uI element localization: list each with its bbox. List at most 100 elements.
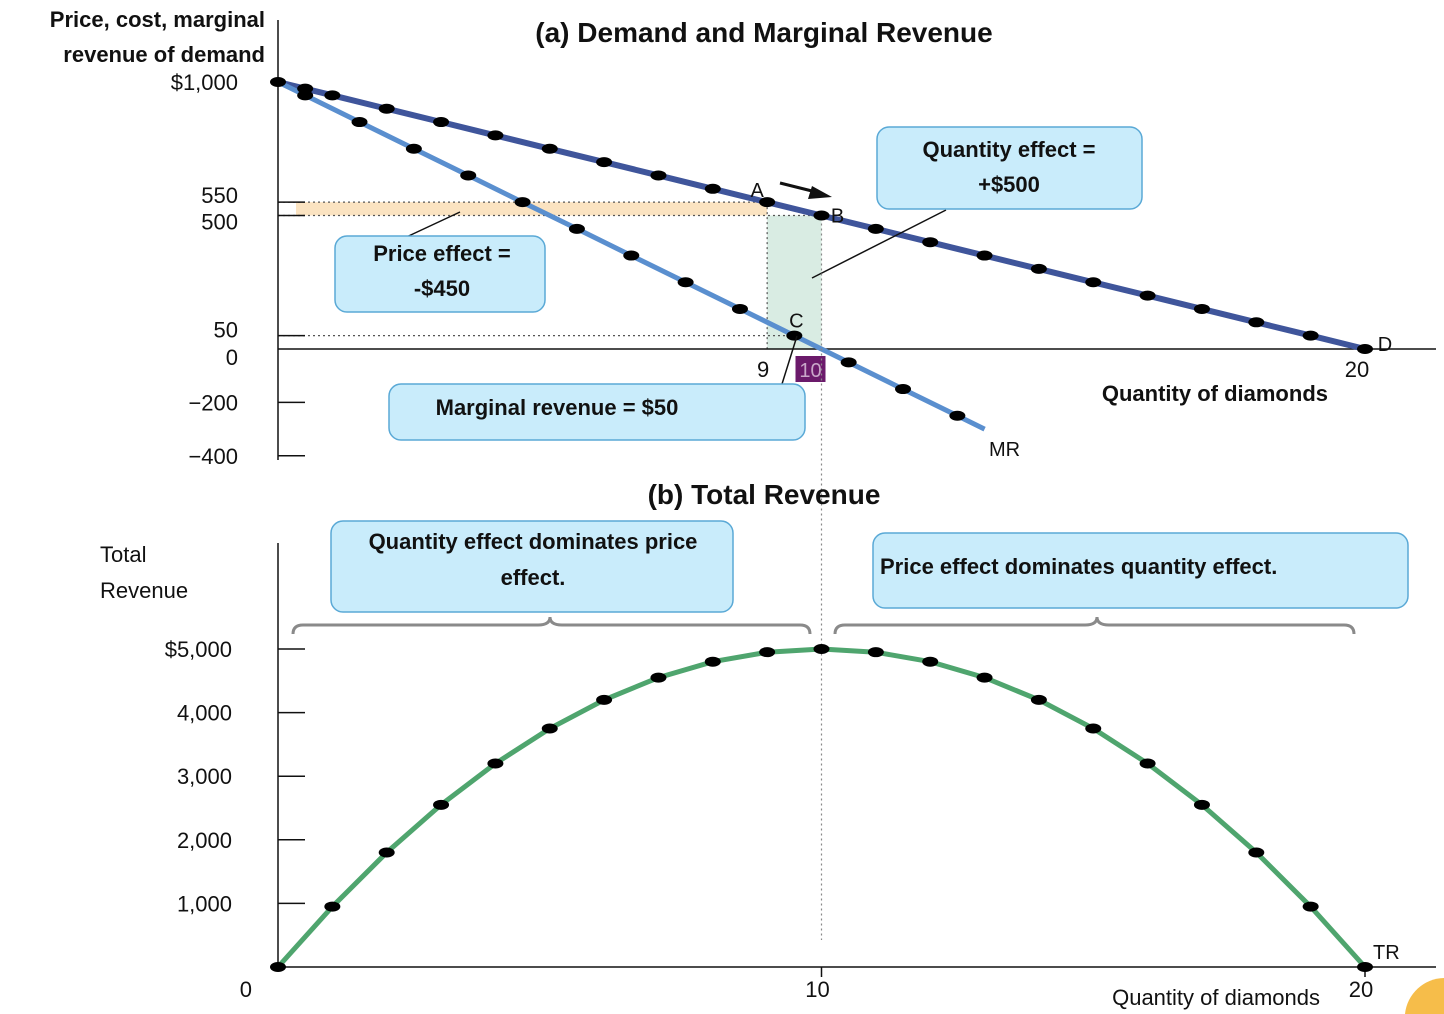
demand-point [541,143,558,154]
tr-point [650,672,667,683]
mr-point [731,303,748,314]
marginal-revenue-points [297,90,966,421]
demand-point [1139,290,1156,301]
mr-point [623,250,640,261]
tr-point [433,799,450,810]
price-effect-label: Price effect = [373,241,511,266]
demand-point [270,77,286,87]
y-tick-label: 550 [201,183,238,208]
y-tick-label: 50 [214,318,238,343]
a-to-b-arrow [779,181,832,199]
tr-point [922,656,939,667]
demand-point [1193,303,1210,314]
tr-point [1139,758,1156,769]
demand-point [704,183,721,194]
y-tick-label: 0 [226,345,238,370]
demand-point [487,130,504,141]
marginal-revenue-label: Marginal revenue = $50 [436,395,679,420]
demand-point [650,170,667,181]
point-labels: A B C D MR [750,180,1392,461]
demand-point [324,90,341,101]
point-label: D [1378,334,1392,356]
x-tick-label: 9 [757,357,769,382]
mr-point [949,410,966,421]
panel-a-x-ticks: 9 10 20 [757,356,1369,382]
mr-point [460,170,477,181]
demand-point [1030,263,1047,274]
total-revenue-points [270,644,1373,972]
quantity-effect-callout: Quantity effect = +$500 [811,126,1143,279]
panel-b-y-ticks: $5,000 4,000 3,000 2,000 1,000 0 [165,637,305,1002]
tr-point [813,644,830,654]
tr-point [1302,901,1319,912]
y-tick-label: 2,000 [177,828,232,853]
marginal-revenue-callout: Marginal revenue = $50 [388,335,806,441]
demand-point [813,210,830,221]
y-tick-label: −200 [188,390,238,415]
quantity-dominates-line1: Quantity effect dominates price [369,529,698,554]
demand-point [596,157,613,168]
tr-point [759,647,776,658]
panel-a-ylabel-line1: Price, cost, marginal [50,7,265,32]
demand-point [1357,344,1373,354]
y-tick-label: 3,000 [177,764,232,789]
x-tick-label: 20 [1345,357,1369,382]
y-tick-label: −400 [188,444,238,469]
mr-point [840,357,857,368]
tr-point [487,758,504,769]
mr-point [351,117,368,128]
x-tick-label: 10 [805,977,829,1002]
quantity-dominates-line2: effect. [501,565,566,590]
demand-marginal-revenue-panel: (a) Demand and Marginal Revenue Price, c… [50,7,1436,469]
mr-point [677,277,694,288]
mr-point [895,384,912,395]
quantity-dominates-callout: Quantity effect dominates price effect. [330,520,734,613]
panel-a-ylabel-line2: revenue of demand [63,42,265,67]
demand-point [1085,277,1102,288]
tr-point [1030,694,1047,705]
panel-a-xlabel: Quantity of diamonds [1102,381,1328,406]
tr-label: TR [1373,942,1400,964]
panel-b-title: (b) Total Revenue [648,479,881,510]
total-revenue-panel: (b) Total Revenue Total Revenue Quantity… [100,479,1436,1010]
tr-point [541,723,558,734]
price-effect-value: -$450 [414,276,470,301]
demand-point [922,237,939,248]
point-label: A [750,180,764,202]
tr-point [976,672,993,683]
tr-point [1248,847,1265,858]
y-tick-label: 1,000 [177,891,232,916]
tr-point [867,647,884,658]
demand-points [270,77,1373,354]
x-tick-label: 20 [1349,977,1373,1002]
tr-point [1085,723,1102,734]
corner-decoration [1405,978,1444,1014]
mr-point [514,197,531,208]
y-tick-label: $1,000 [171,70,238,95]
point-label: B [831,206,844,228]
x-tick-highlight [795,356,826,382]
tr-point [1193,799,1210,810]
y-tick-label: 500 [201,210,238,235]
panel-b-xlabel: Quantity of diamonds [1112,985,1320,1010]
mr-point [786,330,803,341]
demand-point [867,223,884,234]
point-label: C [789,311,803,333]
y-tick-label: $5,000 [165,637,232,662]
mr-point [568,223,585,234]
tr-point [1357,962,1373,972]
x-tick-label: 10 [799,360,821,382]
demand-point [433,117,450,128]
demand-point [1248,317,1265,328]
tr-point [704,656,721,667]
mr-point [297,90,314,101]
panel-b-ylabel-line1: Total [100,542,146,567]
quantity-effect-value: +$500 [978,172,1040,197]
panel-b-x-ticks: 10 20 [805,967,1373,1002]
panel-a-title: (a) Demand and Marginal Revenue [535,17,992,48]
y-tick-label: 4,000 [177,701,232,726]
price-dominates-label: Price effect dominates quantity effect. [880,554,1277,579]
tr-point [378,847,395,858]
